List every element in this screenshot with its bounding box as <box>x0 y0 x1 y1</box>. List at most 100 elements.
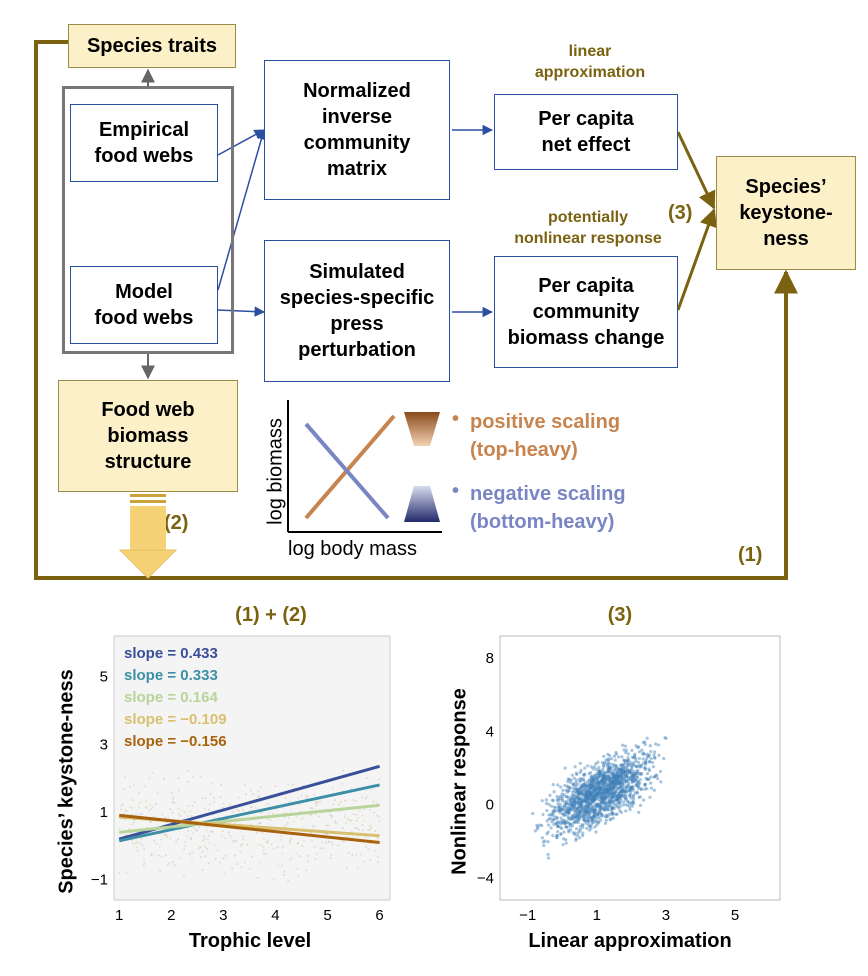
chart2-point <box>547 817 551 821</box>
chart2-point <box>585 790 589 794</box>
chart2-point <box>649 786 654 790</box>
chart1-point <box>269 819 272 822</box>
chart1-point <box>228 831 231 834</box>
chart1-xlabel: Trophic level <box>188 930 312 952</box>
chart2-point <box>615 804 619 808</box>
chart2-point <box>593 825 597 829</box>
chart2-point <box>595 803 599 808</box>
chart2-point <box>622 769 626 773</box>
chart2-point <box>563 821 567 826</box>
chart2-point <box>578 815 582 820</box>
chart2-point <box>605 794 610 798</box>
chart2-point <box>597 804 602 808</box>
chart1-point <box>337 803 340 806</box>
chart1-point <box>279 838 282 841</box>
chart2-point <box>576 806 580 810</box>
chart2-point <box>562 813 566 818</box>
chart2-point <box>578 770 582 775</box>
chart2-point <box>587 794 591 799</box>
chart2-point <box>580 785 584 789</box>
chart2-point <box>593 773 597 777</box>
chart2-point <box>584 810 588 814</box>
chart2-point <box>579 784 583 788</box>
chart2-point <box>584 784 588 788</box>
chart1-point <box>337 844 340 847</box>
chart2-point <box>578 804 582 808</box>
chart2-point <box>588 784 592 788</box>
chart2-point <box>657 753 661 757</box>
chart2-point <box>568 822 572 826</box>
chart2-point <box>597 769 601 773</box>
chart2-point <box>553 809 557 813</box>
chart2-point <box>615 787 620 791</box>
chart1-point <box>177 777 180 780</box>
chart2-point <box>559 816 563 820</box>
chart2-point <box>602 807 607 811</box>
chart2-point <box>609 799 613 803</box>
chart2-point <box>614 790 618 794</box>
chart1-point <box>344 799 347 802</box>
chart2-point <box>602 786 607 790</box>
chart2-point <box>611 786 615 790</box>
chart2-point <box>626 777 630 781</box>
chart2-point <box>578 780 582 784</box>
chart2-point <box>603 796 608 800</box>
chart2-point <box>612 775 616 780</box>
chart1-ytick: 1 <box>100 804 108 821</box>
chart2-point <box>631 761 636 765</box>
chart2-point <box>585 804 589 808</box>
chart2-point <box>544 801 549 806</box>
chart2-point <box>592 811 596 815</box>
chart2-point <box>597 821 601 825</box>
chart2-point <box>602 773 607 777</box>
chart2-point <box>569 800 573 804</box>
chart2-point <box>567 811 571 815</box>
chart1-xtick: 4 <box>271 907 279 924</box>
chart2-point <box>577 796 581 800</box>
chart1-point <box>355 819 358 822</box>
chart2-point <box>584 793 588 797</box>
chart2-point <box>577 798 581 803</box>
chart1-point <box>366 777 369 780</box>
chart2-point <box>613 764 617 768</box>
chart1-point <box>251 855 254 858</box>
chart2-point <box>632 774 636 778</box>
chart1-point <box>192 832 195 835</box>
chart2-point <box>573 802 577 806</box>
chart2-point <box>556 825 560 829</box>
chart2-point <box>593 773 597 777</box>
chart1-point <box>179 857 182 860</box>
chart2-point <box>618 774 622 778</box>
chart2-point <box>596 812 600 816</box>
chart2-point <box>643 766 647 770</box>
chart2-point <box>573 831 577 835</box>
chart2-ytick: −4 <box>477 870 494 887</box>
chart2-point <box>608 799 612 803</box>
chart2-point <box>581 806 585 811</box>
chart1-point <box>148 809 151 812</box>
chart2-point <box>577 786 582 790</box>
chart2-point <box>538 823 542 827</box>
chart2-point <box>579 796 583 801</box>
chart2-point <box>626 803 630 807</box>
chart2-point <box>577 788 581 793</box>
chart2-point <box>607 793 611 797</box>
chart2-point <box>623 803 628 807</box>
chart1-point <box>355 813 358 816</box>
chart2-point <box>625 773 629 777</box>
chart2-point <box>617 767 622 771</box>
chart2-point <box>598 804 602 808</box>
chart2-point <box>599 795 603 799</box>
chart2-point <box>645 777 649 781</box>
chart2-point <box>607 765 611 769</box>
chart2-point <box>630 800 635 804</box>
chart2-point <box>598 772 603 776</box>
chart2-xtick: 1 <box>593 907 601 924</box>
chart1-point <box>210 830 213 833</box>
top-heavy-icon <box>404 412 440 446</box>
chart2-point <box>625 789 629 794</box>
chart2-point <box>631 773 635 777</box>
chart2-point <box>595 802 599 806</box>
chart2-point <box>606 769 611 773</box>
chart2-point <box>592 787 596 791</box>
